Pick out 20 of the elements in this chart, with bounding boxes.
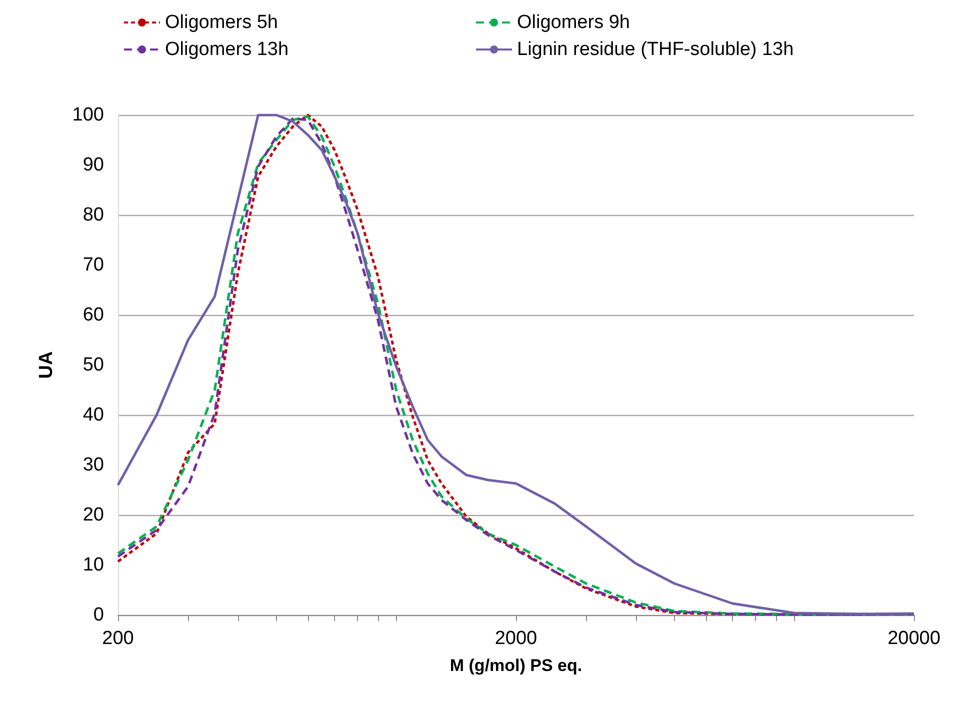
x-tick-label: 2000 <box>494 628 538 649</box>
y-tick-label: 50 <box>82 354 104 376</box>
y-tick-label: 10 <box>82 554 104 576</box>
y-tick-label: 70 <box>82 254 104 276</box>
legend-label: Oligomers 13h <box>165 39 289 60</box>
y-tick-label: 100 <box>72 104 104 126</box>
legend-label: Oligomers 9h <box>517 12 630 33</box>
y-tick-label: 40 <box>82 404 104 426</box>
x-axis-title: M (g/mol) PS eq. <box>450 656 582 675</box>
legend-label: Oligomers 5h <box>165 12 278 33</box>
y-tick-label: 60 <box>82 304 104 326</box>
y-axis-title: UA <box>36 351 57 379</box>
y-tick-label: 20 <box>82 504 104 526</box>
legend-label: Lignin residue (THF-soluble) 13h <box>517 39 794 60</box>
x-tick-label: 20000 <box>888 628 940 649</box>
y-tick-label: 90 <box>82 154 104 176</box>
x-tick-label: 200 <box>102 628 134 649</box>
y-tick-label: 30 <box>82 454 104 476</box>
y-tick-label: 80 <box>82 204 104 226</box>
y-tick-label: 0 <box>93 604 104 626</box>
